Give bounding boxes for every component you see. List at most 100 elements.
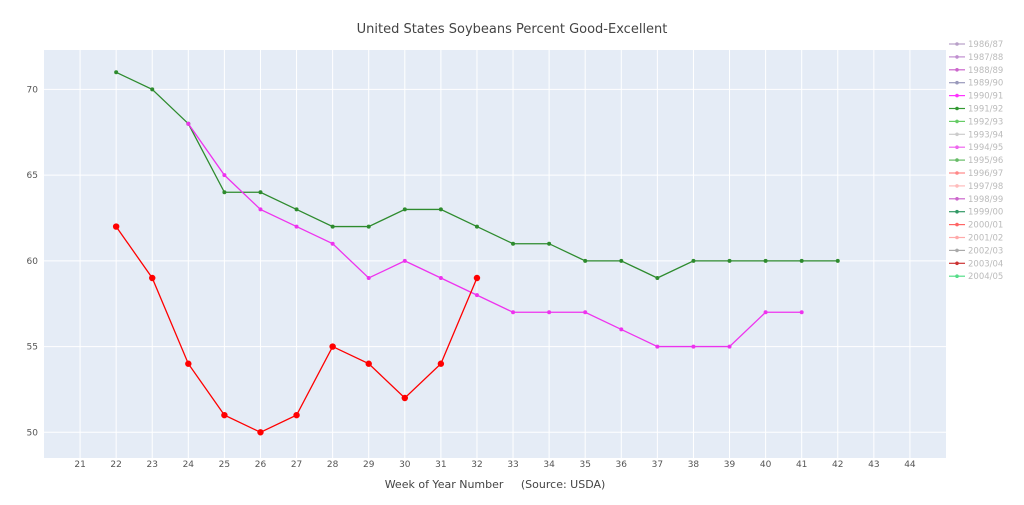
data-point[interactable] [330,241,335,246]
data-point[interactable] [619,327,624,332]
legend-swatch-marker [955,119,959,124]
data-point[interactable] [511,310,516,315]
data-point[interactable] [401,394,408,402]
data-point[interactable] [258,207,263,212]
legend-swatch-marker [955,209,959,214]
data-point[interactable] [438,276,443,280]
legend-item[interactable]: 2003/04 [949,259,1003,269]
series-2[interactable] [112,223,481,436]
series-1[interactable] [186,121,804,349]
data-point[interactable] [655,344,660,349]
x-tick-label: 24 [183,460,195,470]
legend-item[interactable]: 1994/95 [949,143,1003,153]
data-point[interactable] [186,121,191,126]
legend-item[interactable]: 1997/98 [949,182,1003,192]
series-line[interactable] [187,123,802,348]
data-point[interactable] [799,310,804,315]
legend-swatch-marker [955,106,959,111]
data-point[interactable] [365,360,372,367]
data-point[interactable] [366,224,371,229]
legend-swatch-marker [955,42,959,46]
legend-item[interactable]: 1991/92 [949,105,1003,115]
data-point[interactable] [583,258,588,263]
data-point[interactable] [691,344,696,349]
series-0[interactable] [114,70,840,280]
data-point[interactable] [727,344,732,349]
x-tick-label: 31 [435,460,446,470]
data-point[interactable] [330,224,335,229]
legend-item[interactable]: 1995/96 [949,156,1003,166]
data-point[interactable] [366,276,371,280]
data-point[interactable] [763,258,768,263]
data-point[interactable] [619,258,624,263]
legend[interactable]: 1986/87 1987/88 1988/89 1989/90 1990/91 1991/… [949,40,1003,282]
legend-item[interactable]: 1986/87 [949,40,1003,50]
data-point[interactable] [691,258,696,263]
data-point[interactable] [402,207,407,212]
x-tick-label: 34 [543,460,555,470]
data-point[interactable] [583,310,588,315]
data-point[interactable] [473,274,481,282]
legend-item[interactable]: 1999/00 [949,208,1003,218]
x-tick-label: 41 [796,460,807,470]
legend-item[interactable]: 1990/91 [949,92,1003,102]
x-tick-label: 23 [147,460,158,470]
data-point[interactable] [257,429,264,436]
x-tick-label: 28 [327,460,339,470]
legend-label: 1996/97 [968,169,1003,179]
data-point[interactable] [474,224,479,229]
data-point[interactable] [293,411,300,419]
legend-item[interactable]: 1998/99 [949,195,1003,205]
data-point[interactable] [474,293,479,298]
series-layer [112,70,840,436]
legend-label: 1989/90 [968,79,1003,89]
data-point[interactable] [511,241,516,246]
legend-item[interactable]: 2001/02 [949,234,1003,244]
data-point[interactable] [150,87,155,92]
legend-item[interactable]: 2004/05 [949,272,1003,282]
data-point[interactable] [185,360,192,367]
legend-item[interactable]: 1996/97 [949,169,1003,179]
data-point[interactable] [294,224,299,229]
data-point[interactable] [547,241,552,246]
legend-item[interactable]: 2002/03 [949,246,1003,256]
data-point[interactable] [221,411,228,419]
data-point[interactable] [402,258,407,263]
legend-label: 2003/04 [968,259,1003,269]
data-point[interactable] [329,343,336,350]
data-point[interactable] [727,258,732,263]
y-tick-label: 60 [27,257,39,267]
legend-item[interactable]: 1987/88 [949,53,1003,63]
legend-label: 2000/01 [968,221,1003,231]
data-point[interactable] [112,223,120,230]
legend-item[interactable]: 1988/89 [949,66,1003,76]
data-point[interactable] [222,173,227,178]
legend-label: 1990/91 [968,92,1003,102]
legend-item[interactable]: 1992/93 [949,117,1003,127]
legend-item[interactable]: 1993/94 [949,130,1003,140]
legend-swatch-marker [955,80,959,85]
data-point[interactable] [114,70,119,75]
data-point[interactable] [438,207,443,212]
data-point[interactable] [799,258,804,263]
data-point[interactable] [437,360,445,367]
data-point[interactable] [655,276,660,280]
legend-label: 1997/98 [968,182,1003,192]
legend-item[interactable]: 2000/01 [949,221,1003,231]
x-tick-label: 43 [868,460,879,470]
legend-swatch-marker [955,132,959,137]
data-point[interactable] [547,310,552,315]
plot-area [44,50,946,458]
data-point[interactable] [222,190,227,195]
x-tick-label: 25 [219,460,230,470]
data-point[interactable] [763,310,768,315]
legend-item[interactable]: 1989/90 [949,79,1003,89]
legend-label: 2004/05 [968,272,1003,282]
data-point[interactable] [149,274,156,282]
data-point[interactable] [294,207,299,212]
data-point[interactable] [258,190,263,195]
x-tick-label: 40 [760,460,772,470]
data-point[interactable] [835,258,840,263]
